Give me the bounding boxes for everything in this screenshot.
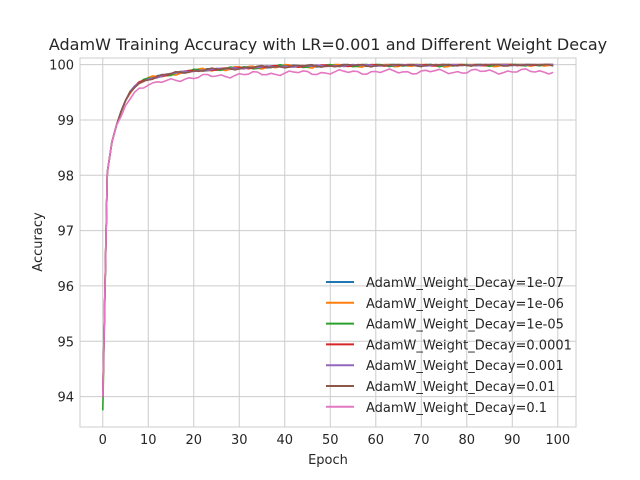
x-tick-label: 100 — [545, 433, 570, 448]
x-tick-label: 10 — [140, 433, 157, 448]
y-tick-label: 100 — [49, 59, 74, 74]
x-tick-label: 70 — [413, 433, 430, 448]
y-tick-label: 98 — [57, 169, 74, 184]
y-tick-label: 97 — [57, 225, 74, 240]
y-tick-label: 96 — [57, 280, 74, 295]
legend: AdamW_Weight_Decay=1e-07 AdamW_Weight_Dec… — [326, 276, 572, 416]
x-axis-label: Epoch — [308, 453, 348, 468]
x-tick-label: 80 — [459, 433, 476, 448]
y-tick-label: 99 — [57, 114, 74, 129]
x-tick-label: 30 — [231, 433, 248, 448]
legend-label: AdamW_Weight_Decay=1e-06 — [366, 297, 564, 312]
chart-title: AdamW Training Accuracy with LR=0.001 an… — [49, 35, 607, 54]
x-tick-label: 90 — [504, 433, 521, 448]
x-tick-labels: 0 10 20 30 40 50 60 70 80 90 100 — [99, 433, 571, 448]
y-tick-labels: 94 95 96 97 98 99 100 — [49, 59, 74, 406]
legend-label: AdamW_Weight_Decay=1e-05 — [366, 318, 564, 333]
legend-label: AdamW_Weight_Decay=0.01 — [366, 380, 555, 395]
y-tick-label: 95 — [57, 335, 74, 350]
series-line — [102, 68, 554, 397]
legend-label: AdamW_Weight_Decay=0.1 — [366, 401, 547, 416]
x-tick-label: 50 — [322, 433, 339, 448]
x-tick-label: 40 — [276, 433, 293, 448]
series-lines — [102, 63, 554, 411]
series-line — [102, 63, 554, 397]
legend-label: AdamW_Weight_Decay=0.001 — [366, 359, 564, 374]
legend-label: AdamW_Weight_Decay=0.0001 — [366, 338, 572, 353]
grid — [79, 57, 577, 428]
y-tick-label: 94 — [57, 391, 74, 406]
y-axis-label: Accuracy — [31, 212, 46, 272]
x-tick-label: 60 — [368, 433, 385, 448]
plot-frame — [79, 57, 577, 428]
x-tick-label: 0 — [99, 433, 107, 448]
x-tick-label: 20 — [185, 433, 202, 448]
legend-label: AdamW_Weight_Decay=1e-07 — [366, 276, 564, 291]
